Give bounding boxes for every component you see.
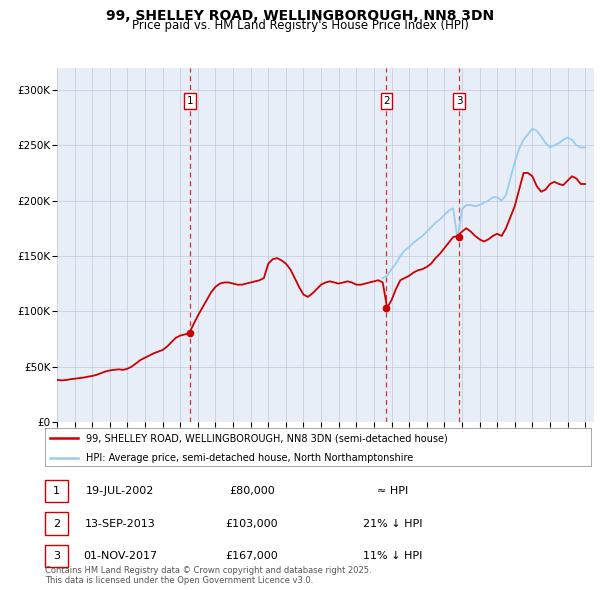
Text: 01-NOV-2017: 01-NOV-2017 — [83, 551, 157, 561]
Text: 19-JUL-2002: 19-JUL-2002 — [86, 486, 154, 496]
Text: £80,000: £80,000 — [229, 486, 275, 496]
Text: 21% ↓ HPI: 21% ↓ HPI — [363, 519, 423, 529]
Text: Price paid vs. HM Land Registry's House Price Index (HPI): Price paid vs. HM Land Registry's House … — [131, 19, 469, 32]
Text: £167,000: £167,000 — [226, 551, 278, 561]
Text: HPI: Average price, semi-detached house, North Northamptonshire: HPI: Average price, semi-detached house,… — [86, 453, 413, 463]
Text: Contains HM Land Registry data © Crown copyright and database right 2025.
This d: Contains HM Land Registry data © Crown c… — [45, 566, 371, 585]
Text: 3: 3 — [456, 96, 463, 106]
Text: 2: 2 — [383, 96, 390, 106]
Text: £103,000: £103,000 — [226, 519, 278, 529]
Text: 2: 2 — [53, 519, 60, 529]
Text: 1: 1 — [187, 96, 193, 106]
Text: 3: 3 — [53, 551, 60, 561]
Text: 99, SHELLEY ROAD, WELLINGBOROUGH, NN8 3DN (semi-detached house): 99, SHELLEY ROAD, WELLINGBOROUGH, NN8 3D… — [86, 434, 448, 444]
Text: ≈ HPI: ≈ HPI — [377, 486, 409, 496]
Text: 1: 1 — [53, 486, 60, 496]
Text: 99, SHELLEY ROAD, WELLINGBOROUGH, NN8 3DN: 99, SHELLEY ROAD, WELLINGBOROUGH, NN8 3D… — [106, 9, 494, 23]
Text: 13-SEP-2013: 13-SEP-2013 — [85, 519, 155, 529]
Text: 11% ↓ HPI: 11% ↓ HPI — [364, 551, 422, 561]
